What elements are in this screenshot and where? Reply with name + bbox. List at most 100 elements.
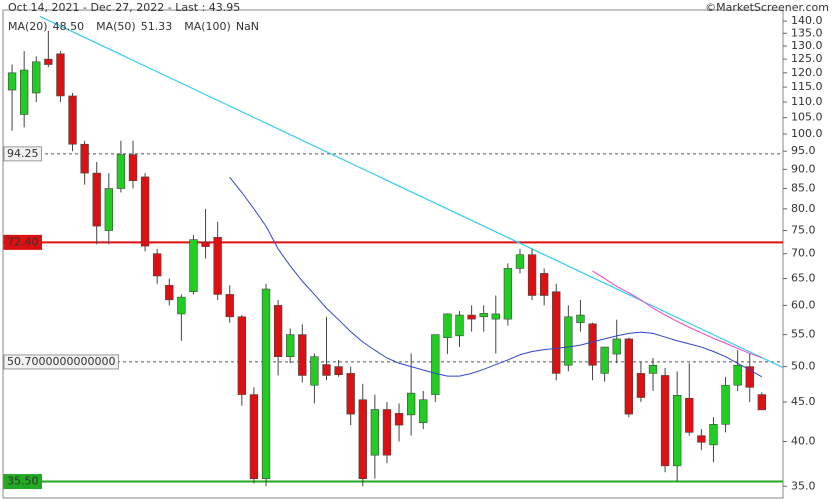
- legend-value: 51.33: [141, 20, 173, 33]
- y-tick-label: 70.0: [791, 247, 816, 260]
- candle-body: [479, 313, 488, 318]
- candle-body: [527, 254, 537, 296]
- y-tick-label: 60.0: [791, 298, 816, 311]
- candle-body: [673, 395, 682, 467]
- candle-body: [346, 373, 355, 415]
- candle-body: [467, 314, 476, 320]
- source: ©MarketScreener.com: [705, 1, 829, 14]
- plot-frame: [2, 9, 784, 499]
- level-label: 72.40: [7, 235, 39, 248]
- candle-body: [431, 334, 440, 395]
- candle-body: [165, 285, 174, 301]
- candle-body: [128, 154, 138, 182]
- candle-body: [32, 61, 41, 94]
- y-tick-label: 100.0: [791, 127, 823, 140]
- y-tick-label: 115.0: [791, 80, 823, 93]
- y-tick-label: 55.0: [791, 328, 816, 341]
- candle-body: [261, 288, 271, 480]
- chart-title: Oct 14, 2021 - Dec 27, 2022 - Last : 43.…: [8, 1, 240, 14]
- legend-value: 48.50: [53, 20, 85, 33]
- candle-body: [225, 294, 234, 318]
- level-label-box: [3, 354, 119, 370]
- candle-body: [68, 95, 77, 145]
- candle-body: [394, 413, 404, 426]
- candle-body: [685, 397, 694, 433]
- y-tick-label: 125.0: [791, 52, 823, 65]
- candle-body: [709, 424, 718, 446]
- candle-body: [612, 338, 621, 355]
- candle-body: [624, 338, 633, 415]
- candle-body: [733, 364, 742, 386]
- candle-body: [286, 334, 295, 357]
- candle-body: [745, 366, 754, 388]
- y-tick-label: 40.0: [791, 434, 816, 447]
- legend-name: MA(20): [8, 20, 48, 33]
- y-tick-label: 45.0: [791, 395, 816, 408]
- candle-body: [515, 254, 525, 269]
- y-tick-label: 85.0: [791, 182, 816, 195]
- candle-body: [213, 237, 222, 295]
- candle-body: [576, 314, 585, 323]
- candle-body: [310, 356, 319, 386]
- candle-body: [116, 154, 126, 189]
- y-tick-label: 80.0: [791, 202, 816, 215]
- y-tick-label: 140.0: [791, 14, 823, 27]
- candle-body: [19, 69, 29, 115]
- candle-body: [322, 364, 331, 376]
- candle-body: [697, 435, 706, 443]
- candle-body: [334, 366, 343, 376]
- legend-name: MA(100): [184, 20, 231, 33]
- candle-body: [539, 273, 549, 296]
- trend-line: [39, 15, 783, 368]
- candle-body: [358, 399, 367, 480]
- y-tick-label: 135.0: [791, 26, 823, 39]
- candle-body: [298, 334, 307, 376]
- candle-body: [455, 314, 464, 337]
- y-tick-label: 50.0: [791, 360, 816, 373]
- y-tick-label: 120.0: [791, 66, 823, 79]
- candle-body: [648, 364, 658, 374]
- candle-body: [503, 268, 513, 320]
- candle-body: [757, 394, 767, 411]
- y-tick-label: 90.0: [791, 162, 816, 175]
- y-tick-label: 95.0: [791, 144, 816, 157]
- candle-body: [552, 291, 561, 374]
- candle-body: [189, 239, 198, 293]
- candle-body: [443, 313, 452, 338]
- candle-body: [44, 58, 53, 65]
- ma-line: [592, 270, 763, 359]
- candle-body: [588, 323, 597, 366]
- candle-body: [201, 241, 210, 247]
- candle-body: [600, 346, 609, 374]
- candle-body: [382, 409, 392, 456]
- candle-body: [491, 313, 500, 320]
- candle-body: [56, 53, 65, 97]
- legend-name: MA(50): [96, 20, 136, 33]
- candle-body: [273, 305, 283, 357]
- y-tick-label: 110.0: [791, 95, 823, 108]
- candle-body: [237, 316, 247, 395]
- candle-body: [370, 409, 380, 456]
- candle-body: [636, 373, 646, 398]
- candle-body: [177, 296, 186, 315]
- candle-body: [564, 316, 573, 366]
- ma-line: [229, 176, 763, 378]
- candle-body: [153, 253, 162, 277]
- legend-value: NaN: [236, 20, 259, 33]
- candle-body: [7, 72, 17, 91]
- candle-body: [406, 392, 416, 416]
- candle-body: [660, 375, 670, 467]
- level-label-box: [3, 474, 42, 490]
- y-tick-label: 105.0: [791, 111, 823, 124]
- y-tick-label: 130.0: [791, 39, 823, 52]
- level-label: 35.50: [7, 475, 39, 488]
- level-label: 94.25: [7, 147, 39, 160]
- level-label: 50.7000000000000: [7, 355, 115, 368]
- candle-body: [140, 176, 150, 247]
- candle-body: [721, 384, 730, 425]
- level-label-box: [3, 234, 42, 250]
- candle-body: [249, 394, 259, 480]
- candle-body: [92, 172, 101, 227]
- y-tick-label: 65.0: [791, 272, 816, 285]
